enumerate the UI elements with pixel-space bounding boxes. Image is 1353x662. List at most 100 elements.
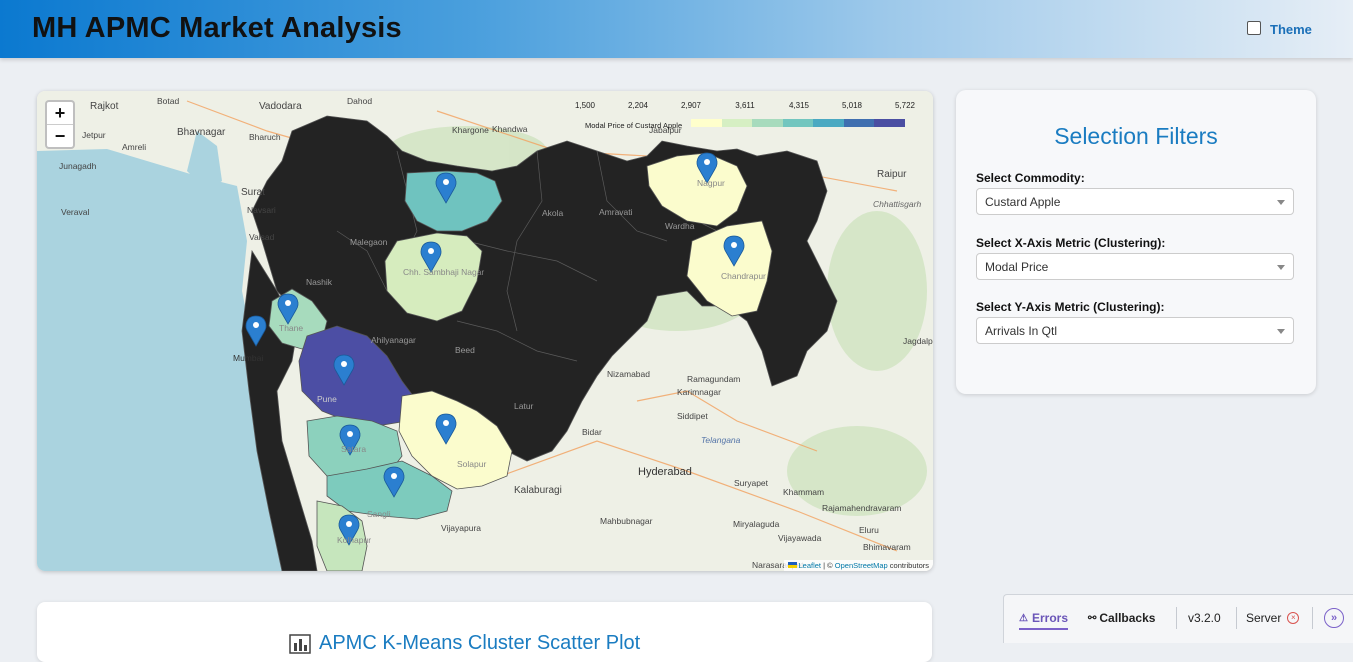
warning-icon: ⚠	[1019, 612, 1028, 624]
place-label: Jagdalpur	[903, 336, 933, 346]
place-label: Karimnagar	[677, 387, 721, 397]
choropleth-map[interactable]: Rajkot Botad Vadodara Dahod Bhavnagar Je…	[37, 91, 933, 571]
place-label: Rajkot	[90, 101, 119, 112]
legend-swatch	[782, 119, 814, 127]
callbacks-tab[interactable]: ⚯ Callbacks	[1088, 611, 1155, 625]
y-metric-value: Arrivals In Qtl	[985, 323, 1058, 338]
legend-tick: 4,315	[788, 101, 810, 110]
place-label: Miryalaguda	[733, 519, 780, 529]
place-label: Siddipet	[677, 411, 708, 421]
place-label: Amreli	[122, 142, 146, 152]
forest-areas	[387, 126, 927, 516]
district-nagpur	[646, 152, 748, 227]
legend-ticks: 1,500 2,204 2,907 3,611 4,315 5,018 5,72…	[574, 101, 915, 111]
place-label: Navsari	[247, 205, 276, 215]
place-label: Bhavnagar	[177, 127, 226, 138]
place-label: Suryapet	[734, 478, 769, 488]
version-label: v3.2.0	[1188, 611, 1221, 625]
commodity-select[interactable]: Custard Apple	[976, 188, 1294, 215]
theme-toggle[interactable]: Theme	[1247, 20, 1312, 37]
legend-swatch	[752, 119, 783, 127]
place-label: Eluru	[859, 525, 879, 535]
place-label: Satara	[341, 444, 366, 454]
place-label: Veraval	[61, 207, 89, 217]
chevron-down-icon[interactable]	[1277, 329, 1285, 334]
legend-swatch	[813, 119, 844, 127]
errors-tab[interactable]: ⚠ Errors	[1019, 611, 1068, 630]
leaflet-link[interactable]: Leaflet	[798, 561, 822, 570]
place-label: Rajamahendravaram	[822, 503, 901, 513]
map-marker[interactable]	[339, 424, 361, 456]
map-legend: 1,500 2,204 2,907 3,611 4,315 5,018 5,72…	[574, 101, 915, 133]
place-label: Vadodara	[259, 101, 302, 112]
server-status[interactable]: Server ×	[1246, 611, 1300, 625]
scatter-title: APMC K-Means Cluster Scatter Plot	[289, 632, 640, 655]
x-metric-select[interactable]: Modal Price	[976, 253, 1294, 280]
map-marker[interactable]	[435, 413, 457, 445]
place-label: Chandrapur	[721, 271, 766, 281]
place-label: Narasaraopet	[752, 560, 804, 570]
gulf-of-khambhat	[187, 131, 222, 191]
map-marker[interactable]	[723, 235, 745, 267]
map-marker[interactable]	[696, 152, 718, 184]
map-marker[interactable]	[338, 514, 360, 546]
place-label: Mumbai	[233, 353, 263, 363]
legend-tick: 2,204	[627, 101, 649, 110]
map-attribution: Leaflet | © OpenStreetMap contributors	[783, 560, 933, 571]
map-marker[interactable]	[245, 315, 267, 347]
place-label: Vijayawada	[778, 533, 822, 543]
legend-swatch	[721, 119, 753, 127]
district-solapur	[398, 390, 513, 490]
place-label: Thane	[279, 323, 303, 333]
server-error-icon: ×	[1287, 612, 1300, 624]
place-label: Khandwa	[492, 124, 528, 134]
osm-link[interactable]: OpenStreetMap	[834, 561, 888, 570]
legend-title: Modal Price of Custard Apple	[585, 121, 683, 130]
map-marker[interactable]	[435, 172, 457, 204]
scatter-title-text: APMC K-Means Cluster Scatter Plot	[319, 632, 641, 654]
zoom-out-button[interactable]: −	[54, 125, 66, 146]
divider	[1236, 607, 1237, 629]
legend-tick: 1,500	[574, 101, 596, 110]
place-label: Bhimavaram	[863, 542, 911, 552]
scatter-plot-card: APMC K-Means Cluster Scatter Plot	[37, 602, 932, 662]
place-label: Ahilyanagar	[371, 335, 416, 345]
zoom-control: + −	[45, 100, 75, 149]
chevron-down-icon[interactable]	[1277, 200, 1285, 205]
theme-checkbox[interactable]	[1247, 20, 1261, 35]
place-label: Jabalpur	[649, 125, 682, 135]
place-label: Vijayapura	[441, 523, 481, 533]
filters-title: Selection Filters	[1054, 123, 1218, 149]
place-label: Beed	[455, 345, 475, 355]
callbacks-label: Callbacks	[1099, 611, 1156, 625]
place-label: Mahbubnagar	[600, 516, 653, 526]
map-marker[interactable]	[333, 354, 355, 386]
place-label: Pune	[317, 394, 337, 404]
theme-label[interactable]: Theme	[1270, 22, 1312, 37]
chevron-down-icon[interactable]	[1277, 265, 1285, 270]
place-label: Wardha	[665, 221, 695, 231]
legend-tick: 2,907	[680, 101, 702, 110]
attribution-suffix: contributors	[887, 561, 929, 570]
place-label: Akola	[542, 208, 564, 218]
expand-devtools-button[interactable]: »	[1324, 608, 1344, 628]
map-canvas[interactable]: Rajkot Botad Vadodara Dahod Bhavnagar Je…	[37, 91, 933, 571]
zoom-in-button[interactable]: +	[47, 102, 73, 125]
place-label: Ramagundam	[687, 374, 740, 384]
y-metric-select[interactable]: Arrivals In Qtl	[976, 317, 1294, 344]
x-metric-value: Modal Price	[985, 259, 1049, 274]
divider	[1312, 607, 1313, 629]
legend-tick: 3,611	[735, 101, 755, 110]
place-label: Raipur	[877, 169, 907, 180]
app-header: MH APMC Market Analysis Theme	[0, 0, 1353, 58]
apmc-markers[interactable]	[245, 152, 745, 546]
place-label: Nagpur	[697, 178, 725, 188]
map-marker[interactable]	[420, 241, 442, 273]
place-label: Khammam	[783, 487, 824, 497]
map-marker[interactable]	[383, 466, 405, 498]
y-metric-label: Select Y-Axis Metric (Clustering):	[976, 300, 1165, 314]
page-title: MH APMC Market Analysis	[32, 12, 402, 44]
place-label: Kolhapur	[337, 535, 371, 545]
server-label: Server	[1246, 611, 1282, 625]
map-marker[interactable]	[277, 293, 299, 325]
